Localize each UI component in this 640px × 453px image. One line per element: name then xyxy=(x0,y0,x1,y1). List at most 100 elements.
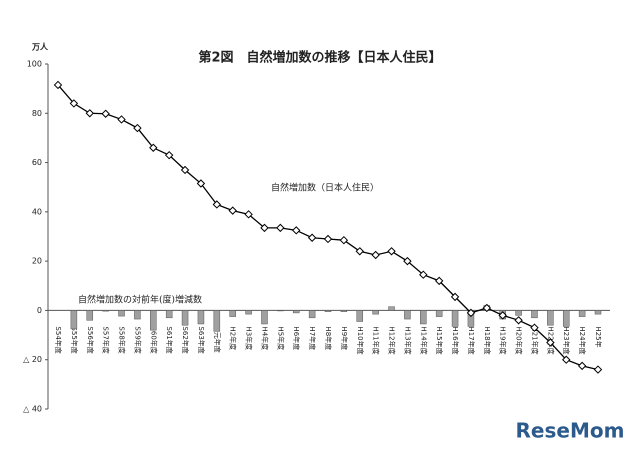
x-tick-label: S60年度 xyxy=(149,326,158,353)
marker xyxy=(450,292,460,302)
marker xyxy=(371,250,380,260)
bar xyxy=(70,310,78,330)
x-tick-label: S62年度 xyxy=(181,326,190,353)
marker xyxy=(164,150,174,160)
marker xyxy=(434,276,444,286)
bar xyxy=(292,310,300,314)
marker xyxy=(355,247,364,256)
x-tick-label: H6年度 xyxy=(292,326,301,350)
marker xyxy=(101,109,110,118)
x-tick-label: H12年度 xyxy=(388,326,397,354)
marker xyxy=(482,303,492,313)
bar xyxy=(356,310,364,322)
bar xyxy=(245,310,252,315)
chart-title: 第2図 自然増加数の推移【日本人住民】 xyxy=(198,50,441,66)
marker xyxy=(53,80,63,90)
marker xyxy=(387,247,396,256)
x-tick-label: S57年度 xyxy=(102,326,111,353)
bar xyxy=(451,310,459,327)
marker xyxy=(339,235,349,245)
x-tick-label: H2年度 xyxy=(229,326,238,350)
bar xyxy=(165,310,173,319)
bar xyxy=(277,310,284,312)
marker xyxy=(85,109,94,118)
marker xyxy=(228,206,237,215)
x-tick-label: H14年度 xyxy=(419,326,428,354)
marker xyxy=(196,179,206,188)
x-tick-label: H23年度 xyxy=(562,326,571,354)
x-tick-label: H25年 xyxy=(594,326,603,347)
line-label: 自然増加数（日本人住民） xyxy=(271,182,379,194)
y-tick-label: △ 40 xyxy=(23,405,42,414)
bar xyxy=(150,310,157,331)
marker xyxy=(244,210,253,219)
y-unit: 万人 xyxy=(31,42,49,52)
x-tick-label: H17年度 xyxy=(467,326,476,354)
x-tick-label: S63年度 xyxy=(197,326,206,353)
marker xyxy=(577,361,587,371)
marker xyxy=(276,223,285,233)
x-tick-label: H24年度 xyxy=(578,326,587,354)
marker xyxy=(593,365,603,374)
y-tick-label: 80 xyxy=(32,109,42,118)
marker xyxy=(133,123,142,133)
bar xyxy=(562,310,570,327)
bar xyxy=(340,310,348,312)
marker xyxy=(212,200,222,209)
x-tick-label: H9年度 xyxy=(340,326,349,350)
marker xyxy=(530,323,539,332)
bar xyxy=(86,310,94,321)
bar xyxy=(388,306,395,311)
marker xyxy=(498,311,507,320)
marker xyxy=(292,226,301,235)
x-tick-label: S58年度 xyxy=(118,326,127,353)
bar xyxy=(578,310,586,317)
marker xyxy=(562,355,571,364)
x-tick-label: H10年度 xyxy=(356,326,365,354)
bar xyxy=(594,310,602,315)
marker xyxy=(260,223,269,233)
x-tick-label: S56年度 xyxy=(86,326,95,353)
y-tick-label: 20 xyxy=(32,257,42,266)
x-tick-label: H7年度 xyxy=(308,326,317,350)
x-tick-label: H元年度 xyxy=(213,326,222,352)
marker xyxy=(546,338,555,347)
bar xyxy=(324,310,332,312)
bar xyxy=(420,310,427,325)
x-tick-label: H21年度 xyxy=(530,326,539,354)
bar xyxy=(134,310,141,320)
x-tick-label: H11年度 xyxy=(372,326,381,354)
x-tick-label: H8年度 xyxy=(324,326,333,350)
marker xyxy=(149,143,158,152)
bar xyxy=(435,310,443,317)
x-tick-label: H5年度 xyxy=(276,326,285,350)
y-tick-label: △ 20 xyxy=(23,355,42,364)
bar xyxy=(118,310,125,317)
bar xyxy=(261,310,268,325)
x-tick-label: H4年度 xyxy=(260,326,269,350)
x-tick-label: H20年度 xyxy=(515,326,524,354)
bar xyxy=(372,310,379,315)
bar xyxy=(181,310,189,326)
marker xyxy=(419,270,428,279)
marker xyxy=(514,316,523,325)
x-tick-label: S54年度 xyxy=(54,326,63,353)
bar xyxy=(102,310,109,312)
x-tick-label: H19年度 xyxy=(499,326,508,354)
x-tick-label: H16年度 xyxy=(451,326,460,354)
bar xyxy=(197,310,205,325)
bar xyxy=(229,310,236,317)
x-tick-label: S61年度 xyxy=(165,326,174,353)
x-tick-label: H18年度 xyxy=(483,326,492,354)
y-tick-label: 40 xyxy=(32,207,42,216)
bar xyxy=(404,310,411,320)
marker xyxy=(307,233,317,242)
watermark: ReseMom xyxy=(516,419,625,443)
x-tick-label: S55年度 xyxy=(70,326,79,353)
marker xyxy=(466,308,476,318)
x-tick-label: H13年度 xyxy=(403,326,412,354)
x-tick-label: S59年度 xyxy=(133,326,142,353)
marker xyxy=(180,165,190,175)
bar xyxy=(213,310,221,332)
